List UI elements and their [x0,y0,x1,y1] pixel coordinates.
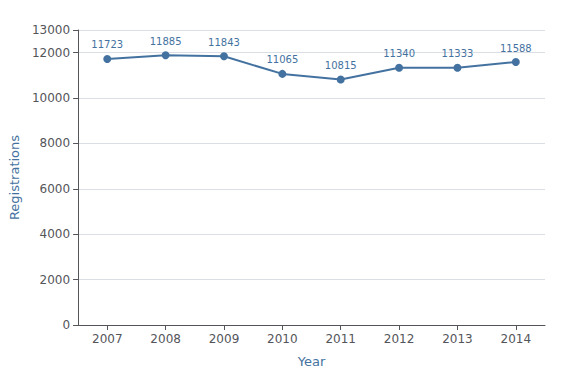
svg-text:11588: 11588 [500,43,532,54]
svg-text:2014: 2014 [501,332,532,346]
svg-text:4000: 4000 [40,227,71,241]
svg-text:10000: 10000 [32,91,70,105]
svg-text:13000: 13000 [32,23,70,37]
svg-text:12000: 12000 [32,46,70,60]
svg-text:0: 0 [62,318,70,332]
svg-text:11340: 11340 [383,48,415,59]
svg-text:2013: 2013 [442,332,473,346]
svg-text:6000: 6000 [40,182,71,196]
svg-text:8000: 8000 [40,136,71,150]
svg-text:2011: 2011 [325,332,356,346]
svg-text:Year: Year [297,354,326,369]
svg-text:10815: 10815 [325,60,357,71]
svg-text:11723: 11723 [91,39,123,50]
svg-text:2007: 2007 [92,332,123,346]
svg-text:2000: 2000 [40,273,71,287]
svg-text:2008: 2008 [150,332,181,346]
svg-text:2012: 2012 [384,332,415,346]
svg-text:11065: 11065 [266,54,298,65]
svg-text:2009: 2009 [209,332,240,346]
svg-text:11333: 11333 [442,48,474,59]
svg-text:2010: 2010 [267,332,298,346]
svg-text:Registrations: Registrations [7,135,22,220]
svg-text:11885: 11885 [150,36,182,47]
svg-text:11843: 11843 [208,37,240,48]
